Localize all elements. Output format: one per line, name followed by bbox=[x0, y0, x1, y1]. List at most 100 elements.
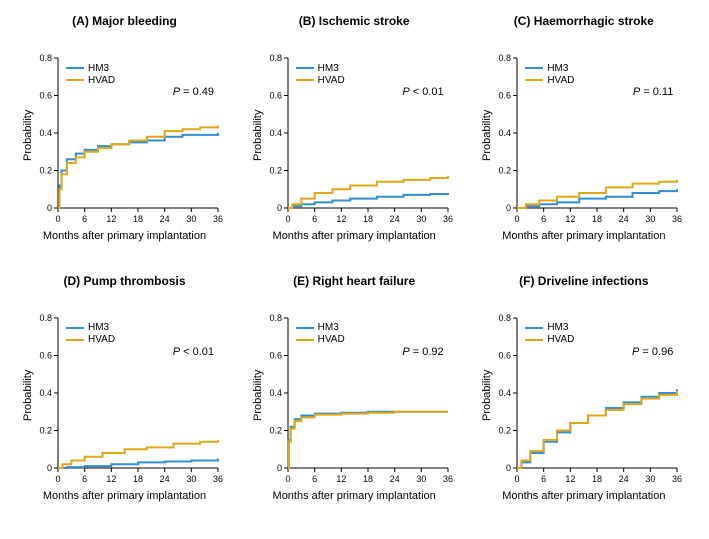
svg-text:36: 36 bbox=[672, 474, 682, 484]
svg-text:0.6: 0.6 bbox=[269, 350, 282, 360]
p-value: P = 0.49 bbox=[173, 86, 214, 98]
legend-item-hvad: HVAD bbox=[296, 74, 345, 86]
svg-text:0: 0 bbox=[285, 214, 290, 224]
svg-text:36: 36 bbox=[213, 474, 223, 484]
svg-text:0.4: 0.4 bbox=[39, 388, 52, 398]
x-axis-label: Months after primary implantation bbox=[240, 490, 469, 502]
legend-label: HVAD bbox=[547, 334, 574, 345]
legend-label: HM3 bbox=[547, 63, 568, 74]
svg-text:24: 24 bbox=[389, 474, 399, 484]
panel-title: (B) Ischemic stroke bbox=[240, 14, 469, 28]
panel-D: (D) Pump thrombosis00.20.40.60.806121824… bbox=[10, 270, 239, 529]
series-hm3 bbox=[58, 133, 218, 208]
svg-text:0: 0 bbox=[515, 214, 520, 224]
svg-text:0.2: 0.2 bbox=[499, 425, 512, 435]
legend-label: HVAD bbox=[547, 75, 574, 86]
series-hvad bbox=[288, 176, 448, 208]
series-hm3 bbox=[517, 389, 677, 468]
panel-F: (F) Driveline infections00.20.40.60.8061… bbox=[469, 270, 698, 529]
legend: HM3HVAD bbox=[296, 62, 345, 86]
legend: HM3HVAD bbox=[525, 322, 574, 346]
legend-label: HM3 bbox=[318, 63, 339, 74]
chart-area: 00.20.40.60.8061218243036ProbabilityHM3H… bbox=[469, 290, 698, 486]
legend-label: HM3 bbox=[88, 63, 109, 74]
chart-svg: 00.20.40.60.8061218243036 bbox=[240, 290, 469, 486]
svg-text:18: 18 bbox=[133, 474, 143, 484]
legend-label: HVAD bbox=[88, 334, 115, 345]
legend-item-hm3: HM3 bbox=[296, 322, 345, 334]
svg-text:36: 36 bbox=[443, 214, 453, 224]
series-hm3 bbox=[288, 193, 448, 208]
panel-C: (C) Haemorrhagic stroke00.20.40.60.80612… bbox=[469, 10, 698, 269]
svg-text:12: 12 bbox=[106, 214, 116, 224]
legend-item-hm3: HM3 bbox=[66, 322, 115, 334]
svg-text:0: 0 bbox=[506, 463, 511, 473]
svg-text:0.4: 0.4 bbox=[269, 128, 282, 138]
chart-grid: (A) Major bleeding00.20.40.60.8061218243… bbox=[10, 10, 699, 529]
svg-text:18: 18 bbox=[133, 214, 143, 224]
svg-text:6: 6 bbox=[541, 214, 546, 224]
panel-title: (E) Right heart failure bbox=[240, 274, 469, 288]
svg-text:24: 24 bbox=[619, 214, 629, 224]
legend-item-hvad: HVAD bbox=[66, 74, 115, 86]
legend-item-hvad: HVAD bbox=[525, 74, 574, 86]
svg-text:0.6: 0.6 bbox=[39, 91, 52, 101]
p-value: P = 0.96 bbox=[632, 346, 673, 358]
svg-text:24: 24 bbox=[389, 214, 399, 224]
legend-label: HM3 bbox=[318, 322, 339, 333]
legend-label: HM3 bbox=[547, 322, 568, 333]
series-hvad bbox=[288, 411, 448, 467]
svg-text:12: 12 bbox=[336, 474, 346, 484]
svg-text:0.6: 0.6 bbox=[269, 91, 282, 101]
svg-text:36: 36 bbox=[213, 214, 223, 224]
svg-text:0.4: 0.4 bbox=[39, 128, 52, 138]
svg-text:0.2: 0.2 bbox=[39, 425, 52, 435]
svg-text:0.8: 0.8 bbox=[499, 53, 512, 63]
svg-text:30: 30 bbox=[646, 214, 656, 224]
svg-text:0: 0 bbox=[285, 474, 290, 484]
svg-text:30: 30 bbox=[646, 474, 656, 484]
p-value: P = 0.92 bbox=[402, 346, 443, 358]
chart-area: 00.20.40.60.8061218243036ProbabilityHM3H… bbox=[10, 30, 239, 226]
svg-text:6: 6 bbox=[312, 474, 317, 484]
legend-item-hm3: HM3 bbox=[525, 322, 574, 334]
svg-text:0.8: 0.8 bbox=[269, 53, 282, 63]
legend-swatch bbox=[66, 339, 84, 341]
panel-title: (F) Driveline infections bbox=[469, 274, 698, 288]
legend-item-hm3: HM3 bbox=[296, 62, 345, 74]
y-axis-label: Probability bbox=[22, 369, 34, 420]
svg-text:0: 0 bbox=[47, 203, 52, 213]
svg-text:0.8: 0.8 bbox=[499, 313, 512, 323]
series-hvad bbox=[517, 391, 677, 468]
legend: HM3HVAD bbox=[66, 62, 115, 86]
svg-text:18: 18 bbox=[363, 474, 373, 484]
svg-text:0.4: 0.4 bbox=[499, 128, 512, 138]
legend-swatch bbox=[296, 339, 314, 341]
legend-item-hm3: HM3 bbox=[525, 62, 574, 74]
legend-label: HVAD bbox=[318, 75, 345, 86]
svg-text:0: 0 bbox=[506, 203, 511, 213]
legend-item-hvad: HVAD bbox=[296, 334, 345, 346]
y-axis-label: Probability bbox=[252, 110, 264, 161]
chart-area: 00.20.40.60.8061218243036ProbabilityHM3H… bbox=[469, 30, 698, 226]
svg-text:6: 6 bbox=[312, 214, 317, 224]
svg-text:0.2: 0.2 bbox=[499, 166, 512, 176]
legend-label: HVAD bbox=[318, 334, 345, 345]
legend-label: HVAD bbox=[88, 75, 115, 86]
svg-text:18: 18 bbox=[363, 214, 373, 224]
svg-text:24: 24 bbox=[619, 474, 629, 484]
legend-label: HM3 bbox=[88, 322, 109, 333]
svg-text:0.6: 0.6 bbox=[39, 350, 52, 360]
svg-text:0.2: 0.2 bbox=[269, 425, 282, 435]
y-axis-label: Probability bbox=[22, 110, 34, 161]
y-axis-label: Probability bbox=[481, 369, 493, 420]
legend: HM3HVAD bbox=[525, 62, 574, 86]
svg-text:24: 24 bbox=[160, 214, 170, 224]
x-axis-label: Months after primary implantation bbox=[469, 230, 698, 242]
legend-swatch bbox=[525, 339, 543, 341]
svg-text:0: 0 bbox=[47, 463, 52, 473]
svg-text:0: 0 bbox=[277, 463, 282, 473]
svg-text:0.8: 0.8 bbox=[269, 313, 282, 323]
svg-text:0: 0 bbox=[55, 474, 60, 484]
svg-text:6: 6 bbox=[82, 474, 87, 484]
